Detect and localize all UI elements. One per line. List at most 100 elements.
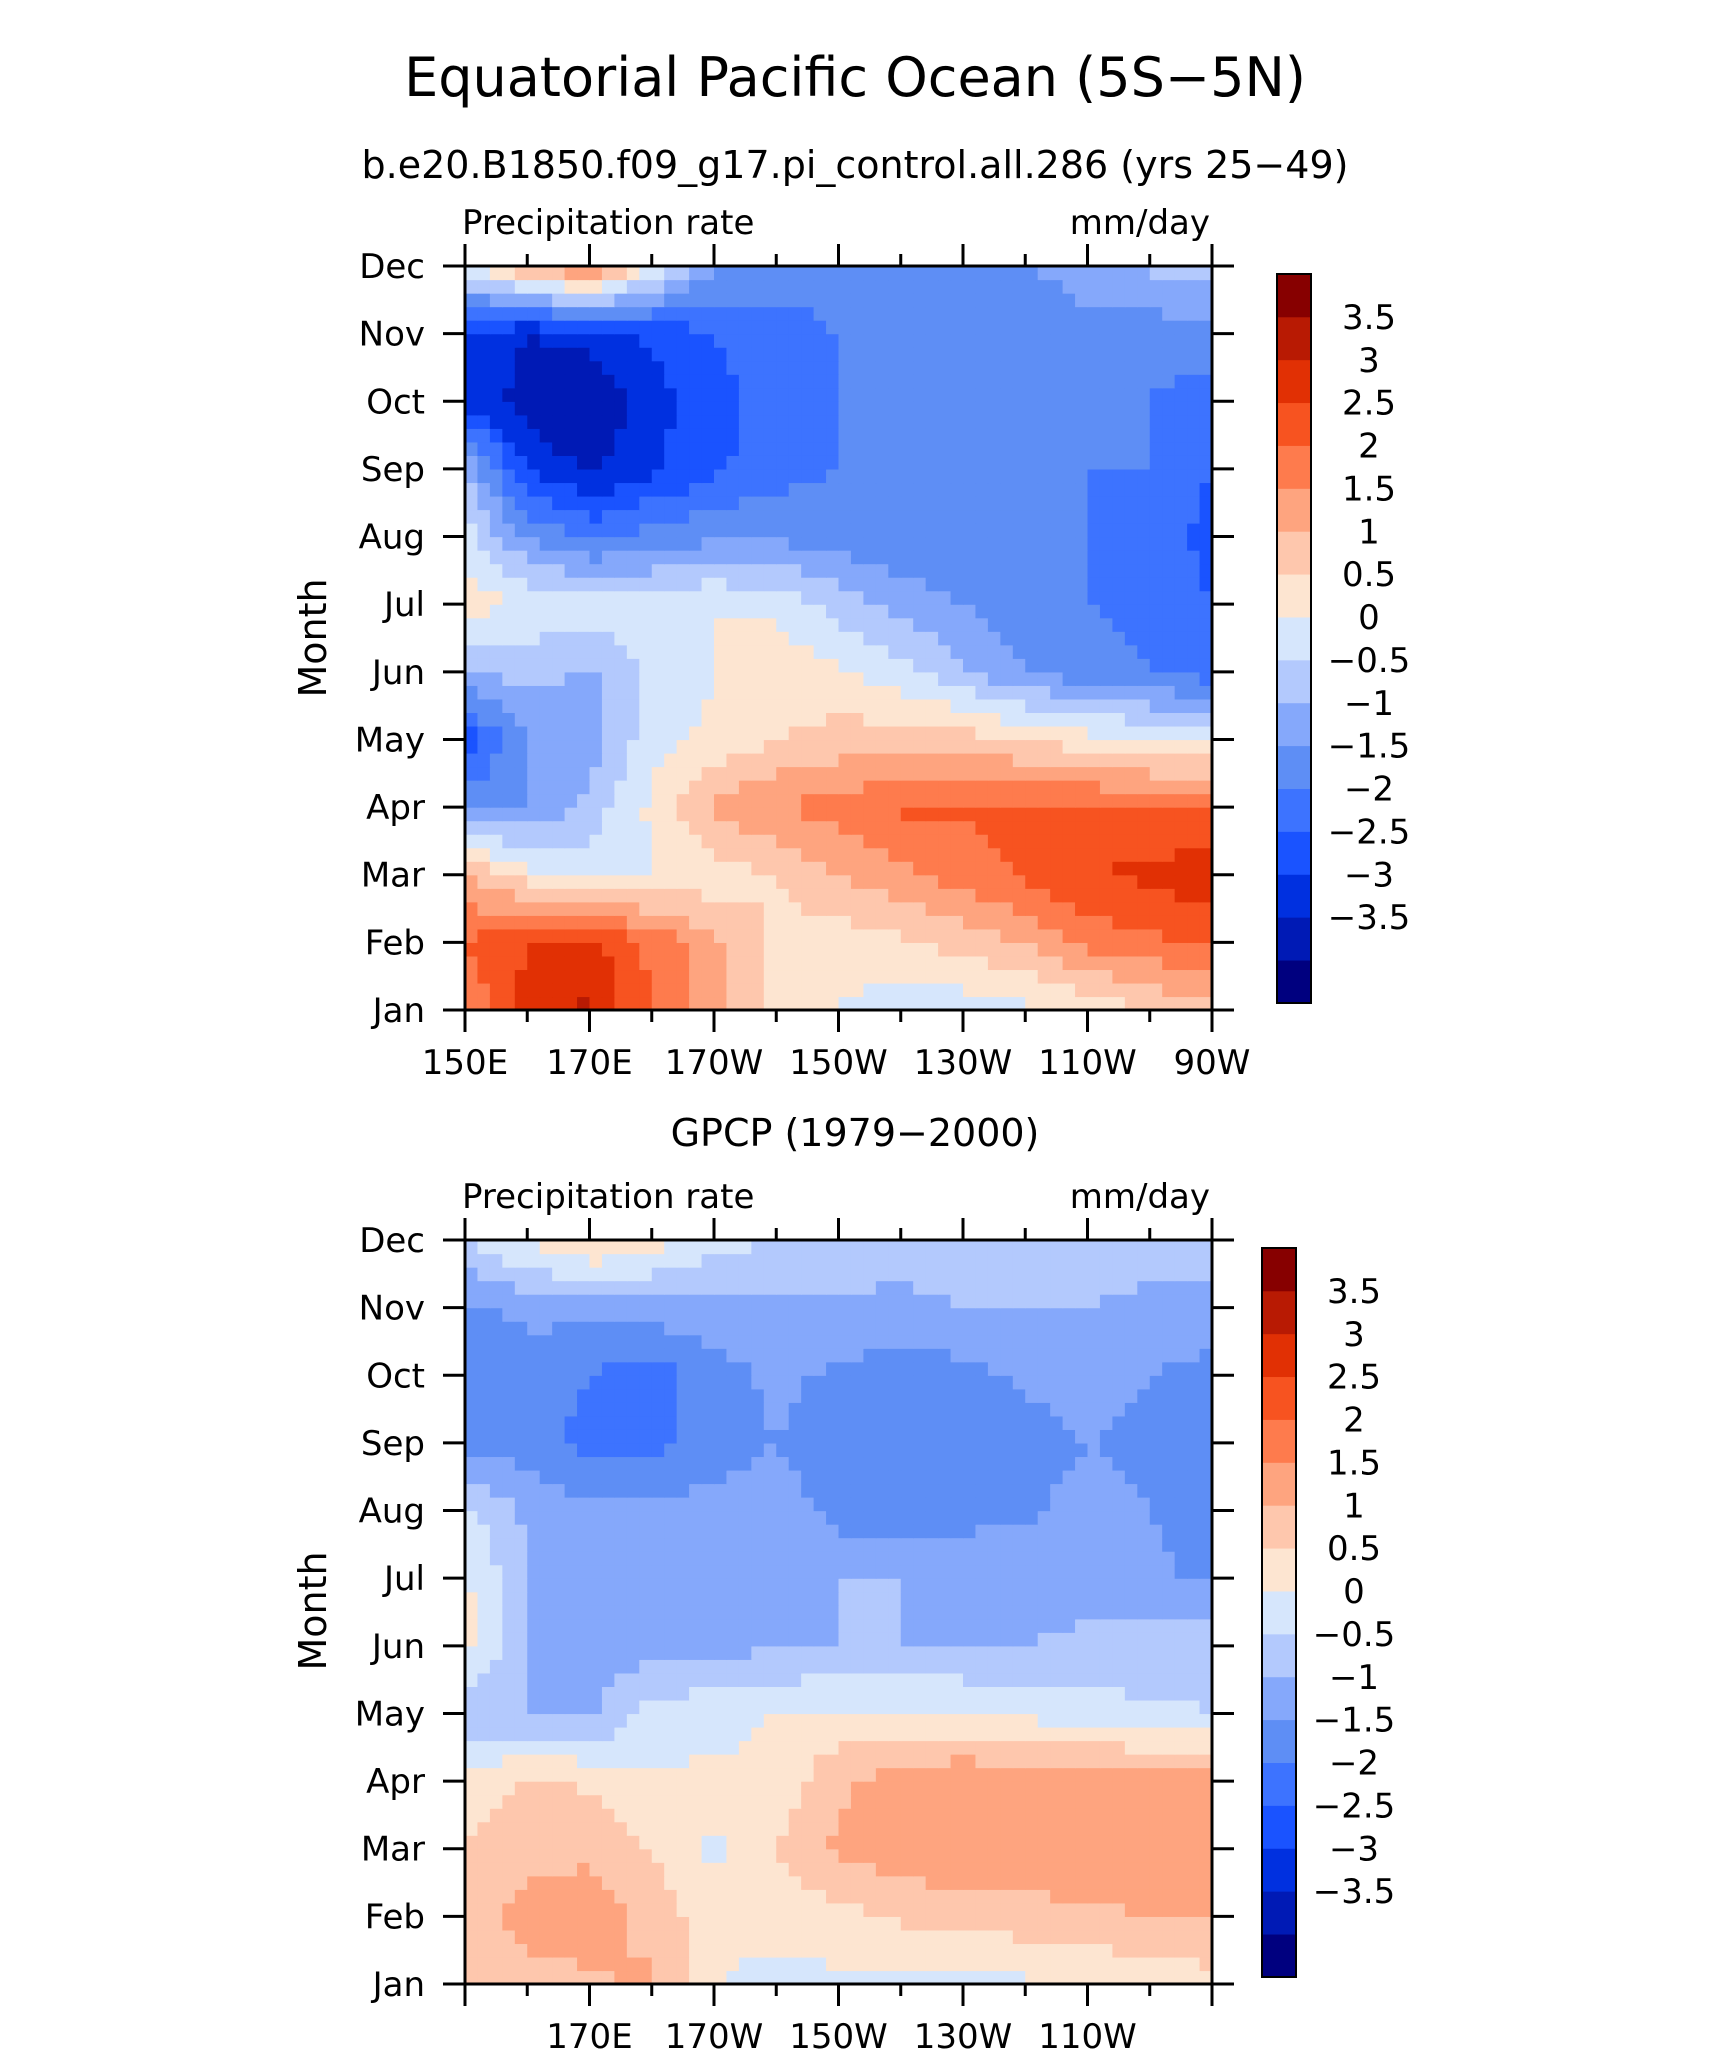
heatmap-cell [813, 468, 827, 484]
heatmap-cell [776, 1686, 790, 1701]
heatmap-cell [1012, 577, 1026, 592]
heatmap-cell [577, 1781, 591, 1796]
heatmap-cell [1174, 523, 1188, 538]
heatmap-cell [1037, 928, 1051, 943]
heatmap-cell [465, 712, 479, 727]
heatmap-cell [801, 387, 815, 402]
heatmap-cell [651, 333, 665, 348]
heatmap-cell [689, 712, 703, 727]
heatmap-cell [552, 320, 566, 335]
heatmap-cell [1174, 820, 1188, 835]
heatmap-cell [1199, 1645, 1213, 1660]
heatmap-cell [1000, 752, 1014, 768]
heatmap-cell [913, 468, 927, 484]
heatmap-cell [863, 577, 877, 592]
heatmap-cell [639, 495, 653, 511]
heatmap-cell [813, 360, 827, 375]
heatmap-cell [1137, 698, 1151, 713]
heatmap-cell [913, 861, 927, 876]
heatmap-cell [489, 752, 503, 768]
heatmap-cell [1112, 1821, 1126, 1836]
heatmap-cell [614, 698, 628, 713]
heatmap-cell [527, 644, 541, 659]
heatmap-cell [975, 293, 989, 308]
heatmap-cell [1000, 658, 1014, 673]
heatmap-cell [1025, 1889, 1039, 1904]
heatmap-cell [477, 685, 491, 700]
heatmap-cell [626, 401, 640, 416]
heatmap-cell [489, 1632, 503, 1647]
heatmap-cell [788, 523, 802, 538]
heatmap-cell [738, 1943, 752, 1958]
heatmap-cell [477, 1767, 491, 1782]
heatmap-cell [950, 1889, 964, 1904]
heatmap-cell [626, 360, 640, 375]
heatmap-cell [1075, 915, 1089, 930]
heatmap-cell [651, 1672, 665, 1687]
heatmap-cell [963, 942, 977, 957]
heatmap-cell [552, 1672, 566, 1687]
heatmap-cell [826, 1875, 840, 1890]
heatmap-cell [489, 293, 503, 308]
heatmap-cell [651, 1848, 665, 1863]
heatmap-cell [838, 1767, 852, 1782]
heatmap-cell [514, 1740, 528, 1755]
heatmap-cell [601, 1916, 615, 1931]
heatmap-cell [1087, 671, 1101, 686]
heatmap-cell [900, 834, 914, 849]
heatmap-cell [489, 374, 503, 389]
heatmap-cell [1137, 266, 1151, 281]
heatmap-cell [776, 550, 790, 565]
heatmap-cell [1137, 1875, 1151, 1890]
heatmap-cell [1062, 1889, 1076, 1904]
heatmap-cell [527, 279, 541, 294]
heatmap-cell [975, 996, 989, 1011]
heatmap-cell [850, 523, 864, 538]
heatmap-cell [539, 577, 553, 592]
heatmap-cell [1012, 1875, 1026, 1890]
heatmap-cell [838, 455, 852, 470]
heatmap-cell [1087, 523, 1101, 538]
heatmap-cell [987, 1956, 1001, 1972]
heatmap-cell [601, 1645, 615, 1660]
heatmap-cell [826, 320, 840, 335]
heatmap-cell [963, 320, 977, 335]
heatmap-cell [1025, 482, 1039, 497]
heatmap-cell [1149, 1781, 1163, 1796]
heatmap-cell [701, 915, 715, 930]
heatmap-cell [651, 509, 665, 524]
heatmap-cell [577, 969, 591, 984]
heatmap-cell [726, 874, 740, 889]
heatmap-cell [826, 942, 840, 957]
heatmap-cell [614, 955, 628, 971]
heatmap-cell [1075, 955, 1089, 971]
heatmap-cell [788, 658, 802, 673]
heatmap-cell [1025, 509, 1039, 524]
heatmap-cell [539, 1889, 553, 1904]
heatmap-cell [1037, 347, 1051, 362]
heatmap-cell [1062, 1808, 1076, 1823]
heatmap-cell [1124, 793, 1138, 808]
heatmap-cell [626, 1916, 640, 1931]
heatmap-cell [1162, 482, 1176, 497]
heatmap-cell [838, 414, 852, 429]
heatmap-cell [813, 509, 827, 524]
heatmap-cell [950, 374, 964, 389]
heatmap-cell [589, 1754, 603, 1769]
heatmap-cell [1099, 766, 1113, 781]
heatmap-cell [1000, 1862, 1014, 1877]
heatmap-cell [539, 712, 553, 727]
heatmap-cell [614, 942, 628, 957]
heatmap-cell [900, 698, 914, 713]
heatmap-cell [963, 333, 977, 348]
heatmap-cell [539, 901, 553, 916]
heatmap-cell [888, 1808, 902, 1823]
heatmap-cell [938, 1740, 952, 1755]
heatmap-cell [465, 685, 479, 700]
heatmap-cell [963, 428, 977, 443]
heatmap-cell [714, 1929, 728, 1945]
heatmap-cell [689, 901, 703, 916]
heatmap-cell [489, 1659, 503, 1674]
heatmap-cell [801, 550, 815, 565]
heatmap-cell [664, 793, 678, 808]
